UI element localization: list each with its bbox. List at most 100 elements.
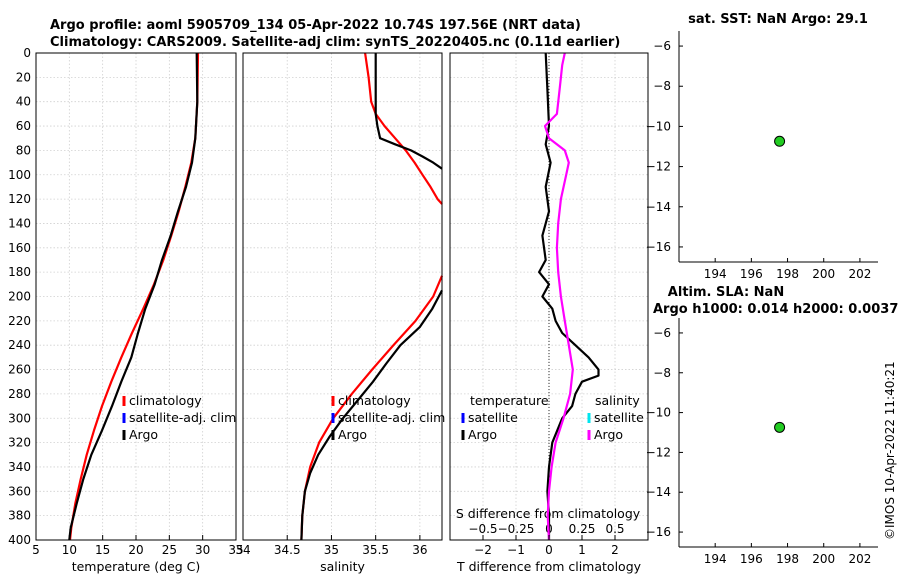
timestamp: ©IMOS 10-Apr-2022 11:40:21 — [883, 361, 897, 540]
y-tick-label: 140 — [8, 216, 31, 230]
legend-diff-s-argo-label: Argo — [594, 427, 623, 442]
x-axis-label: salinity — [320, 559, 365, 574]
x-axis-label: temperature (deg C) — [72, 559, 201, 574]
map-x-tick-label: 196 — [740, 267, 763, 281]
legend-sal-2-label: Argo — [338, 427, 367, 442]
map-y-tick-label: −16 — [646, 525, 671, 539]
map-y-tick-label: −10 — [646, 119, 671, 133]
map-x-tick-label: 198 — [776, 552, 799, 566]
argo-location-marker — [774, 135, 786, 147]
x-tick-label: 34 — [235, 543, 250, 557]
y-tick-label: 0 — [23, 46, 31, 60]
legend-diff-t-title: temperature — [470, 393, 549, 408]
sla-map-plot: −6 −8 −10 −12 −14 −16 194 196 198 200 202 — [646, 318, 878, 566]
y-tick-label: 300 — [8, 411, 31, 425]
map-x-tick-label: 198 — [776, 267, 799, 281]
s-tick-label: 0.5 — [605, 522, 624, 536]
map-x-tick-label: 200 — [812, 267, 835, 281]
map-y-tick-label: −12 — [646, 445, 671, 459]
map-y-tick-label: −14 — [646, 485, 671, 499]
difference-plot: −0.5 −0.25 0 0.25 0.5S difference from clima… — [449, 52, 649, 574]
y-tick-label: 260 — [8, 363, 31, 377]
temperature-plot: 5 10 15 20 25 30 35 temperature (deg C) 0 20 40 60 8… — [8, 46, 244, 574]
map-y-tick-label: −8 — [653, 366, 671, 380]
s-tick-label: 0.25 — [569, 522, 596, 536]
map-y-tick-label: −6 — [653, 39, 671, 53]
y-tick-label: 40 — [16, 95, 31, 109]
map-x-tick-label: 196 — [740, 552, 763, 566]
title-line2: Climatology: CARS2009. Satellite-adj cli… — [50, 35, 620, 50]
y-tick-label: 100 — [8, 168, 31, 182]
y-tick-label: 200 — [8, 290, 31, 304]
sst-title: sat. SST: NaN Argo: 29.1 — [688, 12, 868, 27]
legend-diff-t-sat-label: satellite — [468, 410, 518, 425]
x-tick-label: 2 — [611, 543, 619, 557]
x-axis-label: T difference from climatology — [456, 559, 642, 574]
sla-title-1: Altim. SLA: NaN — [668, 285, 784, 300]
map-y-tick-label: −14 — [646, 200, 671, 214]
y-tick-label: 280 — [8, 387, 31, 401]
x-tick-label: 10 — [62, 543, 77, 557]
legend-diff-s-sat-label: satellite — [594, 410, 644, 425]
y-tick-label: 360 — [8, 484, 31, 498]
title-line1: Argo profile: aoml 5905709_134 05-Apr-20… — [50, 18, 581, 33]
map-x-tick-label: 194 — [704, 267, 727, 281]
y-tick-label: 160 — [8, 241, 31, 255]
series-line-Argo — [68, 52, 199, 541]
sst-map-plot: −6 −8 −10 −12 −14 −16 194 196 198 200 202 — [646, 31, 878, 281]
x-tick-label: 35.5 — [362, 543, 389, 557]
y-tick-label: 60 — [16, 119, 31, 133]
map-y-tick-label: −6 — [653, 326, 671, 340]
y-tick-label: 180 — [8, 265, 31, 279]
x-tick-label: 20 — [128, 543, 143, 557]
map-y-tick-label: −8 — [653, 79, 671, 93]
legend-temp-2-label: Argo — [129, 427, 158, 442]
map-x-tick-label: 202 — [848, 267, 871, 281]
map-x-tick-label: 202 — [848, 552, 871, 566]
y-tick-label: 220 — [8, 314, 31, 328]
sla-title-2: Argo h1000: 0.014 h2000: 0.0037 — [653, 302, 898, 317]
x-tick-label: 0 — [545, 543, 553, 557]
series-line-Argo_deep — [300, 289, 443, 541]
x-tick-label: 25 — [162, 543, 177, 557]
series-line-salinity-Argo — [543, 52, 574, 541]
y-tick-label: 120 — [8, 192, 31, 206]
series-line-climatology — [364, 52, 443, 205]
map-y-tick-label: −12 — [646, 160, 671, 174]
x-tick-label: −2 — [474, 543, 492, 557]
y-tick-label: 320 — [8, 436, 31, 450]
x-tick-label: 15 — [95, 543, 110, 557]
legend-sal-1-label: satellite-adj. clim — [338, 410, 445, 425]
y-tick-label: 380 — [8, 509, 31, 523]
y-tick-label: 20 — [16, 70, 31, 84]
map-x-tick-label: 200 — [812, 552, 835, 566]
legend-temp-0-label: climatology — [129, 393, 202, 408]
y-tick-label: 240 — [8, 338, 31, 352]
s-tick-label: −0.25 — [498, 522, 535, 536]
map-x-tick-label: 194 — [704, 552, 727, 566]
series-line-temperature-Argo — [537, 52, 600, 540]
s-tick-label: −0.5 — [468, 522, 497, 536]
plot-frame — [242, 52, 443, 541]
x-tick-label: −1 — [507, 543, 525, 557]
x-tick-label: 35 — [324, 543, 339, 557]
argo-location-marker — [774, 421, 786, 433]
map-y-tick-label: −16 — [646, 240, 671, 254]
legend-diff-s-title: salinity — [595, 393, 640, 408]
series-line-Argo — [374, 53, 443, 170]
x-tick-label: 30 — [195, 543, 210, 557]
y-tick-label: 80 — [16, 143, 31, 157]
x-tick-label: 34.5 — [274, 543, 301, 557]
salinity-plot: 34 34.5 35 35.5 36 salinity climatology satelli… — [235, 52, 445, 574]
legend-temp-1-label: satellite-adj. clim — [129, 410, 236, 425]
y-tick-label: 340 — [8, 460, 31, 474]
x-tick-label: 35 — [228, 543, 243, 557]
x-tick-label: 1 — [578, 543, 586, 557]
legend-diff-t-argo-label: Argo — [468, 427, 497, 442]
x-tick-label: 36 — [412, 543, 427, 557]
legend-sal-0-label: climatology — [338, 393, 411, 408]
map-y-tick-label: −10 — [646, 406, 671, 420]
x-tick-label: 5 — [32, 543, 40, 557]
y-tick-label: 400 — [8, 533, 31, 547]
